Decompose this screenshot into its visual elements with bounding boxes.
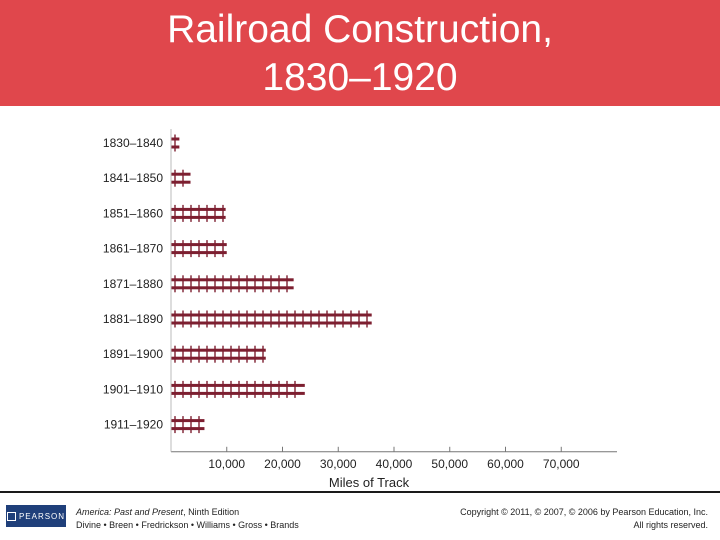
category-label-3: 1851–1860 <box>103 206 163 220</box>
book-citation: America: Past and Present, Ninth Edition… <box>76 506 299 532</box>
bar-rail-bottom <box>171 180 191 184</box>
category-label-6: 1881–1890 <box>103 312 163 326</box>
x-tick-label-4: 40,000 <box>376 457 413 471</box>
x-tick-label-2: 20,000 <box>264 457 301 471</box>
bar-rail-bottom <box>171 356 266 360</box>
category-label-2: 1841–1850 <box>103 171 163 185</box>
book-title: America: Past and Present <box>76 507 184 517</box>
category-label-9: 1911–1920 <box>104 418 164 432</box>
slide-title: Railroad Construction, 1830–1920 <box>0 0 720 102</box>
bar-rail-top <box>171 348 266 352</box>
railroad-bar-chart: 1830–1840 1841–1850 1851–1860 1861–1870 1871… <box>103 129 617 490</box>
title-banner: Railroad Construction, 1830–1920 <box>0 0 720 106</box>
bar-1 <box>171 134 180 152</box>
category-label-1: 1830–1840 <box>103 136 163 150</box>
category-labels: 1830–1840 1841–1850 1851–1860 1861–1870 1871… <box>103 136 163 432</box>
copyright-notice: Copyright © 2011, © 2007, © 2006 by Pear… <box>460 506 708 532</box>
bar-rail-top <box>171 419 205 423</box>
category-label-4: 1861–1870 <box>103 242 163 256</box>
bar-7 <box>171 345 266 363</box>
bar-8 <box>171 380 305 398</box>
x-axis-ticks: 10,000 20,000 30,000 40,000 50,000 60,000 70,0… <box>208 446 580 471</box>
bar-rail-top <box>171 383 305 387</box>
bar-rail-top <box>171 278 294 282</box>
pearson-logo-mark-icon <box>6 511 16 521</box>
bar-6 <box>171 310 372 328</box>
bar-rail-top <box>171 172 191 176</box>
bar-group <box>171 134 372 434</box>
bar-rail-bottom <box>171 286 294 290</box>
category-label-7: 1891–1900 <box>103 347 163 361</box>
bar-2 <box>171 169 191 187</box>
category-label-8: 1901–1910 <box>103 382 163 396</box>
footer-divider <box>0 491 720 493</box>
x-axis <box>170 129 617 453</box>
x-tick-label-1: 10,000 <box>208 457 245 471</box>
book-title-line: America: Past and Present, Ninth Edition <box>76 506 299 519</box>
x-axis-title: Miles of Track <box>329 475 410 490</box>
slide-title-line-2: 1830–1920 <box>262 55 458 99</box>
bar-5 <box>171 275 294 293</box>
x-tick-label-6: 60,000 <box>487 457 524 471</box>
book-edition: , Ninth Edition <box>183 507 240 517</box>
x-tick-label-3: 30,000 <box>320 457 357 471</box>
pearson-logo-text: PEARSON <box>18 511 66 521</box>
bar-3 <box>171 204 226 222</box>
category-label-5: 1871–1880 <box>103 277 163 291</box>
bar-4 <box>171 240 227 258</box>
bar-rail-bottom <box>171 427 205 431</box>
bar-9 <box>171 416 205 434</box>
rights-line: All rights reserved. <box>633 520 708 530</box>
slide-title-line-1: Railroad Construction, <box>167 8 553 51</box>
copyright-line: Copyright © 2011, © 2007, © 2006 by Pear… <box>460 507 708 517</box>
x-tick-label-7: 70,000 <box>543 457 580 471</box>
x-tick-label-5: 50,000 <box>431 457 468 471</box>
book-authors: Divine • Breen • Fredrickson • Williams … <box>76 520 299 530</box>
bar-rail-bottom <box>171 391 305 395</box>
pearson-logo: PEARSON <box>6 505 66 527</box>
